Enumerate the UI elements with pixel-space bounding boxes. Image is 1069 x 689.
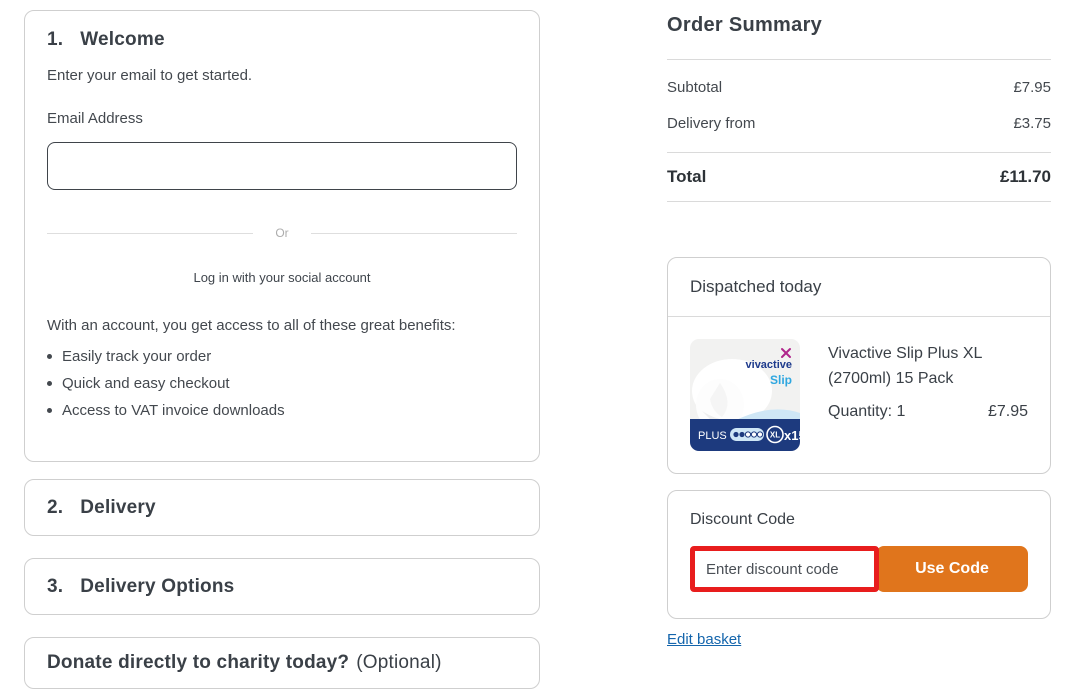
email-label: Email Address — [47, 110, 143, 127]
divider — [667, 59, 1051, 60]
step-number: 1. — [47, 29, 64, 50]
dispatch-product-row: vivactive Slip PLUS — [668, 317, 1050, 473]
total-row: Total £11.70 — [667, 153, 1051, 201]
donate-section[interactable]: Donate directly to charity today? (Option… — [24, 637, 540, 689]
divider — [667, 201, 1051, 202]
discount-code-title: Discount Code — [690, 511, 795, 528]
benefit-item: Quick and easy checkout — [47, 375, 517, 392]
dispatched-today-card: Dispatched today vivactive — [667, 257, 1051, 474]
step-label: Welcome — [80, 29, 165, 50]
discount-input-highlight — [690, 546, 879, 592]
welcome-intro-text: Enter your email to get started. — [47, 67, 253, 84]
product-image: vivactive Slip PLUS — [690, 339, 800, 451]
step-number: 3. — [47, 575, 64, 597]
benefits-list: Easily track your order Quick and easy c… — [47, 348, 517, 419]
social-login-label: Log in with your social account — [193, 270, 371, 285]
step-label: Delivery — [80, 496, 156, 518]
product-price: £7.95 — [987, 403, 1028, 420]
absorbency-droplets-icon — [730, 428, 764, 441]
total-value: £11.70 — [999, 167, 1051, 186]
product-name-line1: Vivactive Slip Plus XL — [828, 345, 983, 362]
benefit-item: Easily track your order — [47, 348, 517, 365]
or-divider: Or — [47, 226, 517, 240]
divider — [667, 152, 1051, 153]
use-code-button[interactable]: Use Code — [875, 546, 1028, 592]
benefit-item: Access to VAT invoice downloads — [47, 402, 517, 419]
subtotal-value: £7.95 — [1013, 79, 1051, 96]
order-summary-title: Order Summary — [667, 14, 823, 36]
divider-line — [47, 232, 254, 234]
donate-heading: Donate directly to charity today? (Option… — [47, 652, 442, 674]
or-label: Or — [275, 226, 289, 240]
subtotal-label: Subtotal — [667, 79, 723, 96]
svg-text:x15: x15 — [784, 428, 800, 443]
divider — [668, 316, 1050, 317]
delivery-heading: 2. Delivery — [47, 497, 156, 519]
checkout-page: 1. Welcome Enter your email to get starte… — [24, 8, 1051, 689]
delivery-options-heading: 3. Delivery Options — [47, 576, 234, 598]
benefits-intro-text: With an account, you get access to all o… — [47, 317, 456, 334]
donate-title: Donate directly to charity today? — [47, 652, 350, 673]
discount-code-card: Discount Code Use Code — [667, 490, 1051, 619]
x-star-icon — [781, 348, 791, 358]
size-badge-icon: XL — [766, 425, 784, 444]
delivery-value: £3.75 — [1013, 115, 1051, 132]
product-name-line2: (2700ml) 15 Pack — [828, 370, 954, 387]
dispatched-today-title: Dispatched today — [690, 277, 822, 296]
order-summary-column: Order Summary Subtotal £7.95 Delivery fr… — [667, 8, 1051, 649]
welcome-section: 1. Welcome Enter your email to get starte… — [24, 10, 540, 462]
email-input[interactable] — [47, 142, 517, 190]
product-info: Vivactive Slip Plus XL (2700ml) 15 Pack … — [828, 339, 1028, 451]
step-label: Delivery Options — [80, 575, 235, 597]
checkout-steps-column: 1. Welcome Enter your email to get starte… — [24, 10, 540, 689]
quantity-label: Quantity: 1 — [828, 403, 906, 420]
discount-code-input[interactable] — [695, 551, 874, 587]
discount-code-row: Use Code — [690, 546, 1028, 592]
subtotal-row: Subtotal £7.95 — [667, 60, 1051, 96]
svg-text:vivactive: vivactive — [746, 359, 792, 371]
quantity-price-row: Quantity: 1 £7.95 — [828, 403, 1028, 421]
step-delivery-options[interactable]: 3. Delivery Options — [24, 558, 540, 615]
delivery-label: Delivery from — [667, 115, 756, 132]
donate-optional-label: (Optional) — [356, 652, 442, 673]
divider-line — [310, 232, 517, 234]
svg-text:XL: XL — [770, 431, 780, 440]
svg-text:PLUS: PLUS — [698, 430, 727, 442]
step-delivery[interactable]: 2. Delivery — [24, 479, 540, 536]
total-label: Total — [667, 167, 707, 186]
welcome-heading: 1. Welcome — [47, 29, 517, 51]
svg-text:Slip: Slip — [770, 373, 792, 387]
delivery-row: Delivery from £3.75 — [667, 96, 1051, 132]
step-number: 2. — [47, 496, 64, 518]
edit-basket-link[interactable]: Edit basket — [667, 631, 742, 648]
